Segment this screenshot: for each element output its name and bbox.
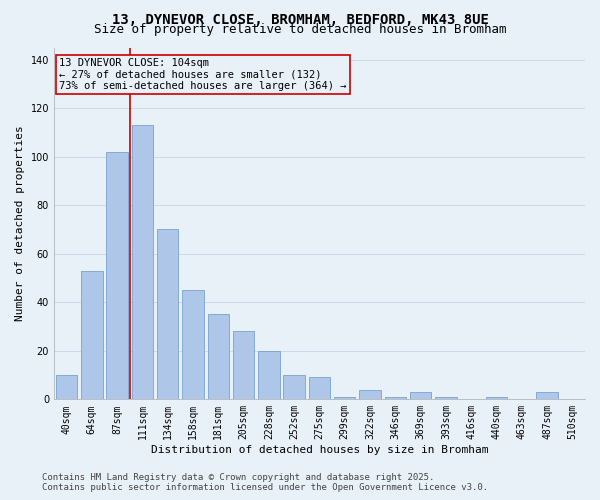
Bar <box>283 375 305 400</box>
Bar <box>81 270 103 400</box>
Bar <box>486 397 507 400</box>
Bar <box>106 152 128 400</box>
Bar <box>56 375 77 400</box>
Bar <box>435 397 457 400</box>
Bar <box>309 378 330 400</box>
Bar <box>334 397 355 400</box>
Bar <box>359 390 381 400</box>
Bar <box>385 397 406 400</box>
Y-axis label: Number of detached properties: Number of detached properties <box>15 126 25 322</box>
Text: 13, DYNEVOR CLOSE, BROMHAM, BEDFORD, MK43 8UE: 13, DYNEVOR CLOSE, BROMHAM, BEDFORD, MK4… <box>112 12 488 26</box>
Bar <box>410 392 431 400</box>
Text: 13 DYNEVOR CLOSE: 104sqm
← 27% of detached houses are smaller (132)
73% of semi-: 13 DYNEVOR CLOSE: 104sqm ← 27% of detach… <box>59 58 347 92</box>
Bar <box>157 230 178 400</box>
Bar <box>208 314 229 400</box>
Text: Contains HM Land Registry data © Crown copyright and database right 2025.
Contai: Contains HM Land Registry data © Crown c… <box>42 473 488 492</box>
Text: Size of property relative to detached houses in Bromham: Size of property relative to detached ho… <box>94 22 506 36</box>
Bar <box>131 125 153 400</box>
X-axis label: Distribution of detached houses by size in Bromham: Distribution of detached houses by size … <box>151 445 488 455</box>
Bar <box>182 290 204 400</box>
Bar <box>258 351 280 400</box>
Bar <box>233 332 254 400</box>
Bar <box>536 392 558 400</box>
